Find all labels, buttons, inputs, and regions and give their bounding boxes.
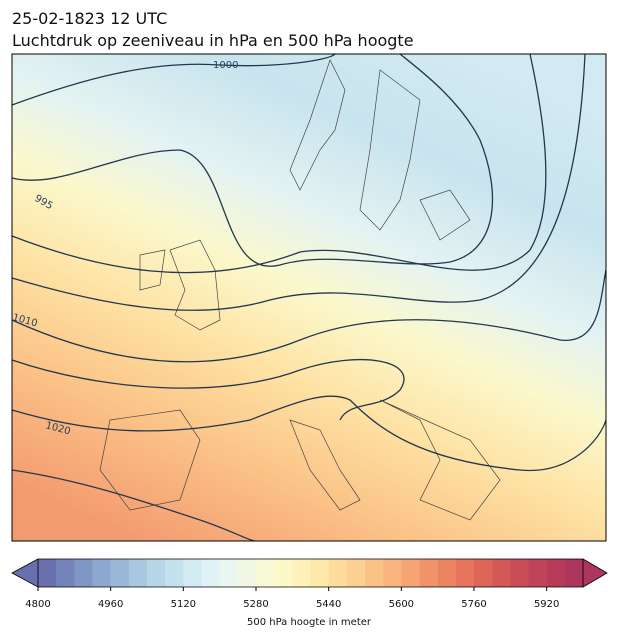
colorbar-bin: [510, 559, 529, 587]
colorbar-bin: [546, 559, 566, 587]
colorbar-bin: [237, 559, 257, 587]
colorbar-tick-label: 5920: [534, 599, 559, 610]
isobar: [11, 53, 494, 267]
isobar: [11, 53, 586, 311]
isobar: [11, 269, 607, 363]
colorbar-bin: [56, 559, 75, 587]
colorbar-bin: [455, 559, 475, 587]
colorbar-bin: [401, 559, 420, 587]
colorbar-extend-high: [582, 558, 608, 588]
colorbar-label: 500 hPa hoogte in meter: [247, 617, 372, 628]
map: 1000 995 1010 1020: [11, 53, 607, 542]
colorbar-bin: [310, 559, 329, 587]
colorbar-bin: [528, 559, 547, 587]
contour-label: 1000: [213, 60, 238, 71]
colorbar-frame: [38, 558, 583, 588]
colorbar-tick-label: 5120: [171, 599, 196, 610]
colorbar-bin: [147, 559, 166, 587]
coastline: [139, 239, 221, 331]
colorbar-bin: [92, 559, 111, 587]
isobar: [11, 359, 405, 421]
coastline: [99, 399, 501, 521]
colorbar-bin: [437, 559, 457, 587]
colorbar-bin: [38, 559, 57, 587]
colorbar-bin: [328, 559, 348, 587]
map-frame: [11, 53, 607, 542]
colorbar-tick-label: 4800: [25, 599, 50, 610]
colorbar-bin: [165, 559, 184, 587]
colorbar-bin: [419, 559, 438, 587]
colorbar-bin: [74, 559, 93, 587]
colorbar-tick-label: 5760: [461, 599, 486, 610]
isobar: [11, 53, 547, 274]
colorbar-bin: [110, 559, 130, 587]
title: 25-02-1823 12 UTC: [12, 9, 167, 28]
isobar: [11, 395, 607, 472]
colorbar-bin: [128, 559, 148, 587]
colorbar-bin: [346, 559, 366, 587]
colorbar-bin: [564, 559, 584, 587]
colorbar-bin: [292, 559, 311, 587]
colorbar-tick-label: 5280: [243, 599, 268, 610]
colorbar-tick-label: 5600: [389, 599, 414, 610]
colorbar-tick-label: 5440: [316, 599, 341, 610]
colorbar-extend-low: [11, 558, 39, 588]
colorbar-bin: [183, 559, 202, 587]
colorbar-bin: [201, 559, 220, 587]
subtitle: Luchtdruk op zeeniveau in hPa en 500 hPa…: [12, 31, 414, 50]
colorbar: 4800 4960 5120 5280 5440 5600 5760 5920: [11, 558, 608, 610]
colorbar-bin: [492, 559, 511, 587]
colorbar-bin: [383, 559, 402, 587]
colorbar-bin: [365, 559, 384, 587]
colorbar-bin: [256, 559, 275, 587]
colorbar-bin: [219, 559, 239, 587]
colorbar-tick-label: 4960: [98, 599, 123, 610]
colorbar-bin: [474, 559, 493, 587]
isobar: [11, 53, 336, 106]
isobar: [11, 469, 256, 542]
map-background: [12, 54, 606, 541]
colorbar-bin: [274, 559, 293, 587]
coastline: [289, 59, 471, 241]
